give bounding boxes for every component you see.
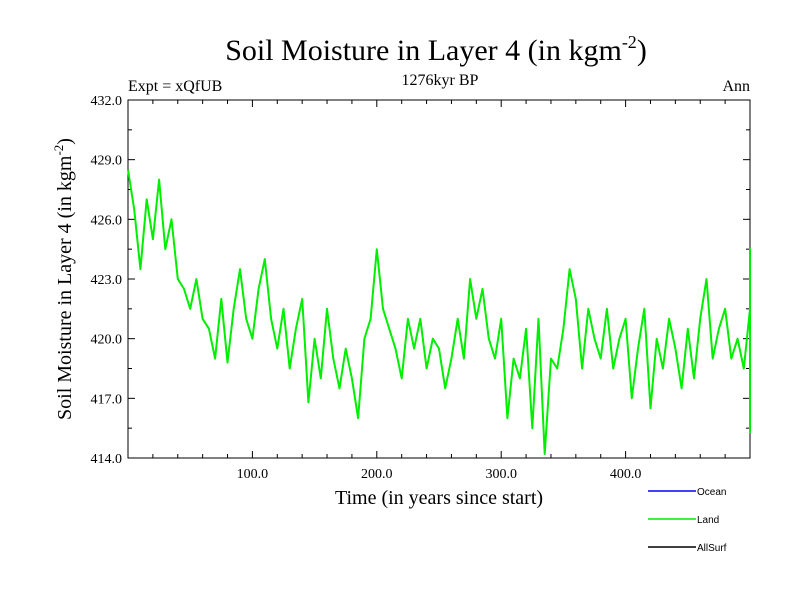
x-axis-label: Time (in years since start) xyxy=(335,487,543,509)
legend-label-ocean: Ocean xyxy=(697,487,726,498)
y-tick-label: 414.0 xyxy=(91,452,123,467)
x-tick-label: 400.0 xyxy=(610,467,642,482)
y-tick-label: 429.0 xyxy=(91,154,123,169)
legend: Ocean Land AllSurf xyxy=(648,487,727,554)
experiment-label: Expt = xQfUB xyxy=(128,78,222,95)
x-tick-label: 300.0 xyxy=(485,467,517,482)
y-tick-label: 432.0 xyxy=(91,94,123,109)
chart-subtitle: 1276kyr BP xyxy=(402,72,479,89)
plot-frame xyxy=(127,99,751,459)
x-axis: 100.0 200.0 300.0 400.0 xyxy=(152,100,726,482)
x-tick-label: 100.0 xyxy=(237,467,269,482)
y-axis-label: Soil Moisture in Layer 4 (in kgm-2) xyxy=(51,138,76,420)
series-line-land xyxy=(127,169,751,455)
season-label: Ann xyxy=(722,78,750,95)
y-tick-label: 420.0 xyxy=(91,333,123,348)
y-tick-label: 417.0 xyxy=(91,392,123,407)
legend-label-allsurf: AllSurf xyxy=(697,543,727,554)
legend-label-land: Land xyxy=(697,515,719,526)
chart-title: Soil Moisture in Layer 4 (in kgm-2) xyxy=(225,32,647,67)
x-tick-label: 200.0 xyxy=(361,467,393,482)
y-tick-label: 423.0 xyxy=(91,273,123,288)
y-axis: 414.0 417.0 420.0 423.0 426.0 429.0 432.0 xyxy=(91,94,750,467)
y-tick-label: 426.0 xyxy=(91,213,123,228)
